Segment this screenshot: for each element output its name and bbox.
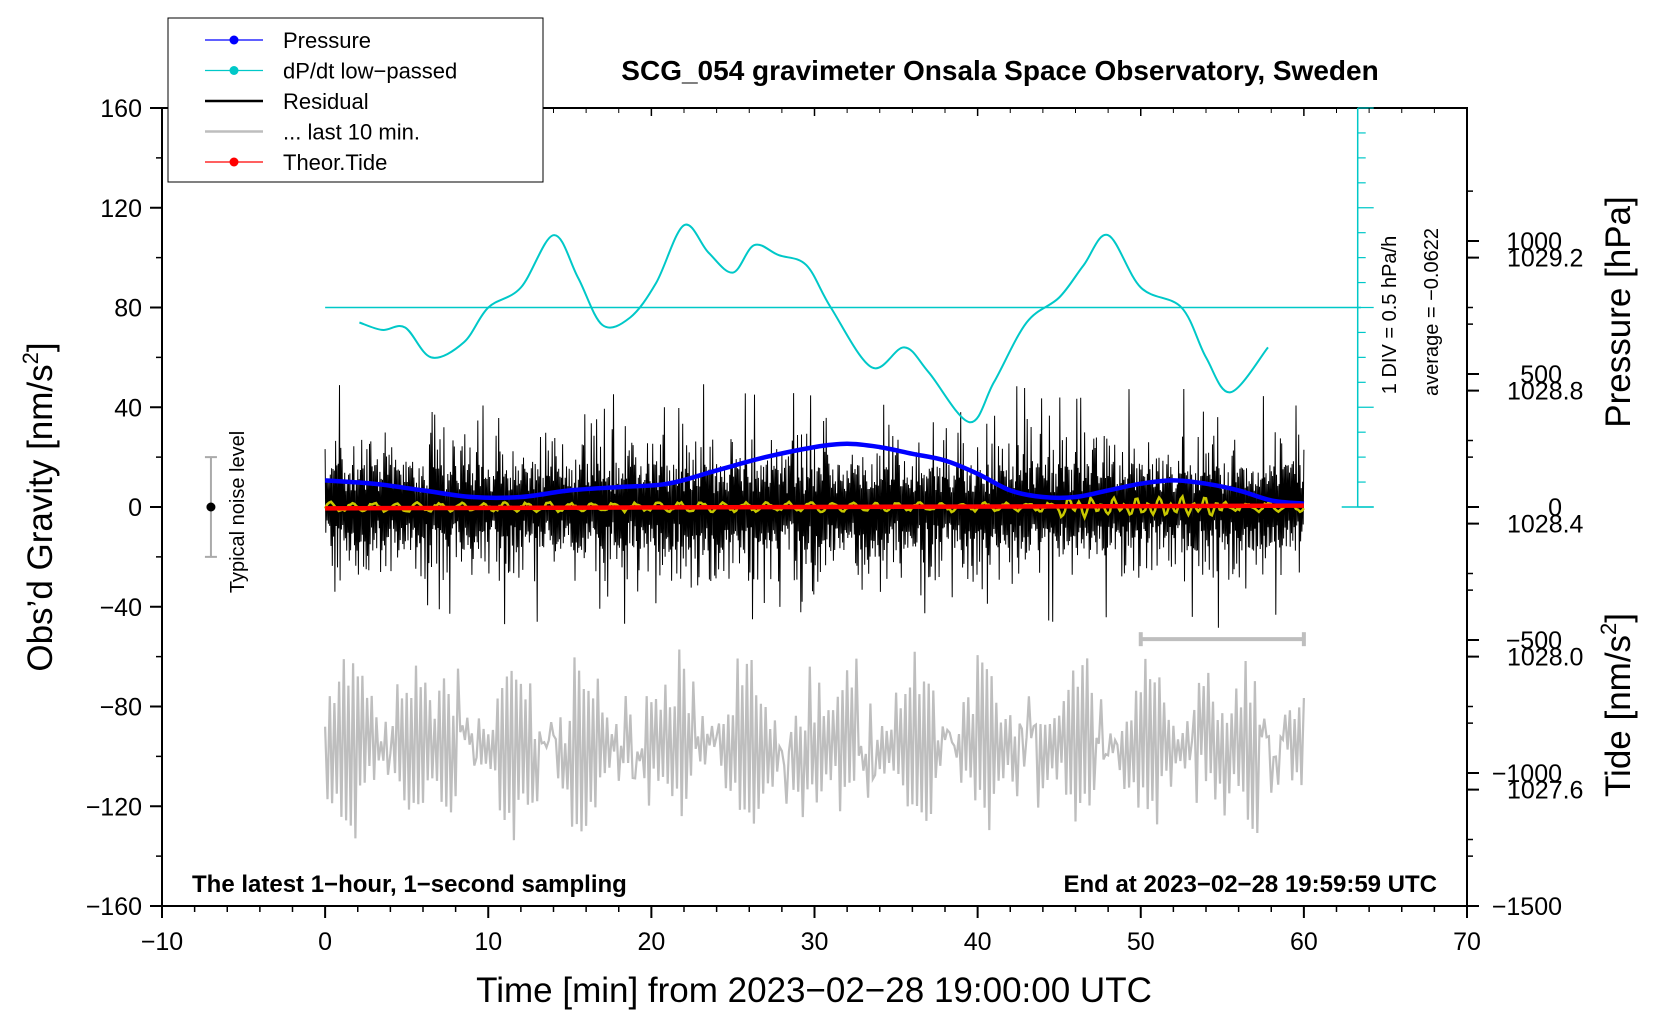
- x-tick-label: 60: [1290, 928, 1318, 956]
- chart-title: SCG_054 gravimeter Onsala Space Observat…: [621, 55, 1378, 86]
- last-10-min-trace: [324, 649, 1305, 841]
- x-tick-label: 0: [318, 928, 332, 956]
- y-tick-label: −80: [100, 694, 142, 722]
- y-tick-label: 120: [100, 195, 142, 223]
- pressure-tick-label: 1027.6: [1507, 777, 1583, 805]
- average-label: average = −0.0622: [1421, 228, 1443, 396]
- noise-level-label: Typical noise level: [227, 431, 249, 593]
- x-tick-label: −10: [141, 928, 183, 956]
- pressure-tick-label: 1028.4: [1507, 511, 1584, 539]
- legend-marker-1: [229, 66, 239, 75]
- x-tick-label: 40: [964, 928, 992, 956]
- pressure-tick-label: 1029.2: [1507, 245, 1583, 273]
- y-tick-label: 0: [128, 494, 142, 522]
- y-axis-label-gravity: Obs’d Gravity [nm/s2]: [18, 342, 60, 671]
- tide-tick-label: −500: [1506, 627, 1562, 655]
- axes: −10 0 10 20 30 40 50 60 70 −160 −120 −80 −40 0 40 80 120…: [86, 95, 1584, 956]
- dpdt-trace: [359, 223, 1269, 424]
- theor-tide-line: [325, 503, 1304, 511]
- y-tick-label: −120: [86, 793, 142, 821]
- scale-bar-label: 1 DIV = 0.5 hPa/h: [1379, 236, 1401, 394]
- y-tick-label: −40: [100, 594, 142, 622]
- legend-label-4: Theor.Tide: [283, 150, 387, 175]
- y-axis-label-pressure: Pressure [hPa]: [1599, 196, 1638, 428]
- x-tick-label: 10: [474, 928, 502, 956]
- tide-tick-label: −1000: [1492, 760, 1562, 788]
- annotations: [204, 456, 1306, 647]
- y-tick-label: 160: [100, 95, 142, 123]
- x-tick-label: 70: [1453, 928, 1481, 956]
- tide-tick-label: 1000: [1506, 228, 1562, 256]
- legend-label-3: ... last 10 min.: [283, 120, 420, 145]
- y-tick-label: −160: [86, 893, 142, 921]
- pressure-tick-label: 1028.8: [1507, 378, 1583, 406]
- pressure-trace: [324, 441, 1305, 506]
- legend-label-2: Residual: [283, 89, 369, 114]
- tide-tick-label: 500: [1520, 361, 1562, 389]
- x-tick-label: 50: [1127, 928, 1155, 956]
- tide-tick-label: 0: [1548, 494, 1562, 522]
- legend-marker-4: [229, 157, 239, 167]
- tide-tick-label: −1500: [1492, 893, 1562, 921]
- footer-right-note: End at 2023−02−28 19:59:59 UTC: [1063, 871, 1437, 898]
- y-axis-label-tide: Tide [nm/s2]: [1596, 613, 1638, 797]
- last-10-min-line: [324, 649, 1305, 841]
- legend: Pressure dP/dt low−passed Residual ... last…: [167, 17, 544, 183]
- legend-label-1: dP/dt low−passed: [283, 59, 457, 84]
- pressure-line: [324, 441, 1305, 506]
- dpdt-reference-layer: [325, 107, 1374, 508]
- y-axis-label-gravity-sup: 2: [18, 352, 43, 364]
- legend-marker-0: [229, 35, 239, 45]
- pressure-tick-label: 1028.0: [1507, 644, 1583, 672]
- legend-label-0: Pressure: [283, 28, 371, 53]
- x-tick-label: 20: [637, 928, 665, 956]
- x-axis-label: Time [min] from 2023−02−28 19:00:00 UTC: [476, 971, 1152, 1010]
- footer-left-note: The latest 1−hour, 1−second sampling: [192, 871, 627, 898]
- y-tick-label: 80: [114, 295, 142, 323]
- theor-tide-trace: [325, 503, 1304, 511]
- y-tick-label: 40: [114, 394, 142, 422]
- x-tick-label: 30: [801, 928, 829, 956]
- noise-bar-center-dot: [206, 502, 216, 512]
- y-axis-label-tide-sup: 2: [1596, 623, 1621, 635]
- dpdt-line: [359, 223, 1269, 424]
